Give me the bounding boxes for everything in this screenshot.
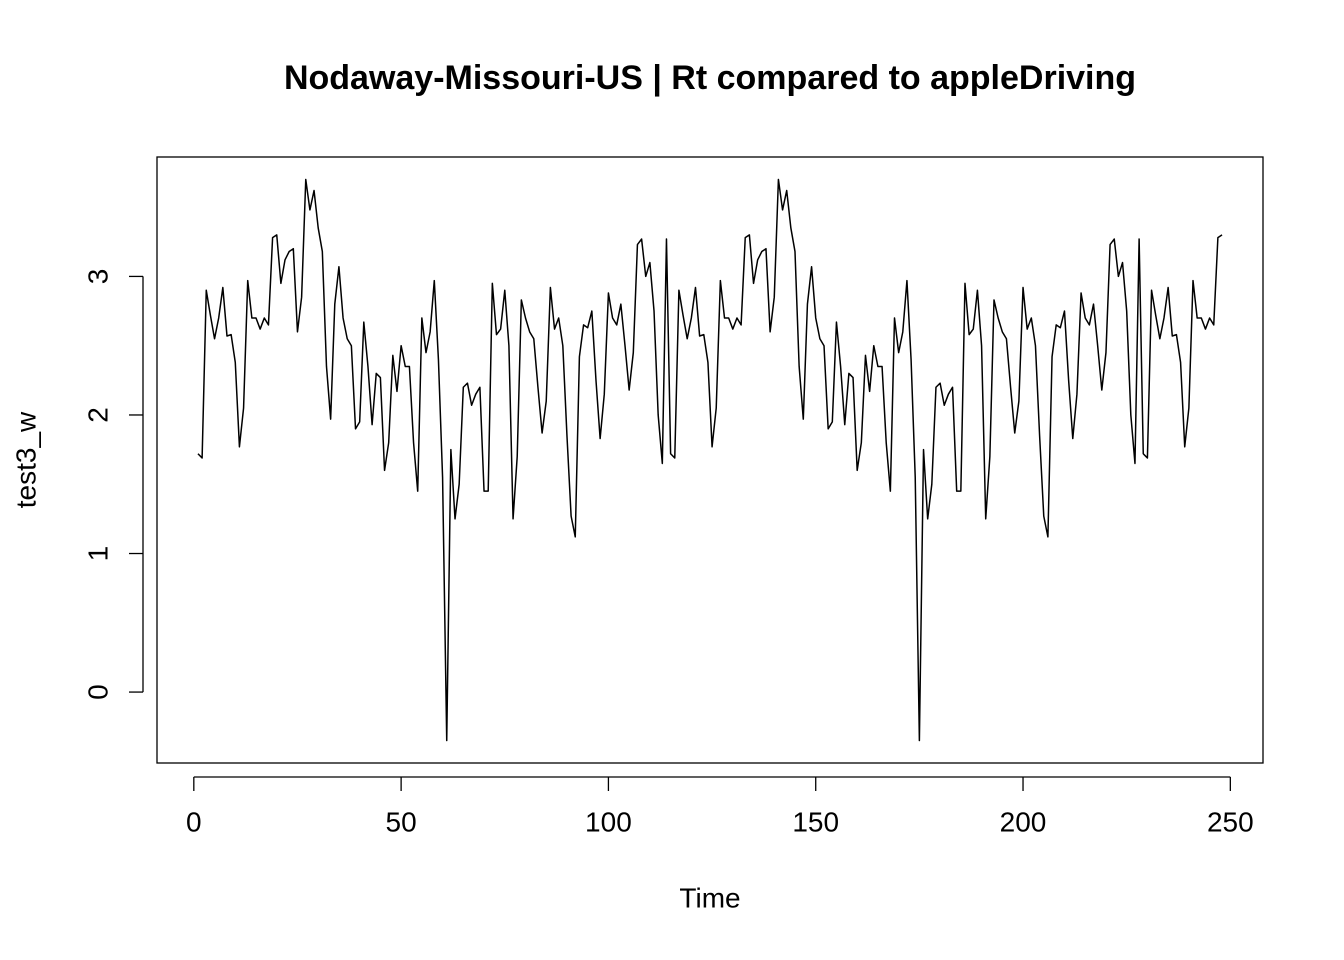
x-tick-label: 50 (386, 806, 417, 837)
y-axis-label: test3_w (10, 411, 41, 508)
y-tick-label: 1 (82, 546, 113, 562)
x-tick-label: 250 (1207, 806, 1254, 837)
y-tick-label: 3 (82, 269, 113, 285)
y-tick-label: 2 (82, 407, 113, 423)
x-tick-label: 150 (792, 806, 839, 837)
x-tick-label: 0 (186, 806, 202, 837)
x-axis-label: Time (679, 882, 740, 913)
chart-title: Nodaway-Missouri-US | Rt compared to app… (284, 59, 1136, 97)
data-line (197, 178, 1223, 742)
y-tick-label: 0 (82, 684, 113, 700)
plot-frame (156, 156, 1264, 764)
x-tick-label: 100 (585, 806, 632, 837)
x-tick-label: 200 (1000, 806, 1047, 837)
